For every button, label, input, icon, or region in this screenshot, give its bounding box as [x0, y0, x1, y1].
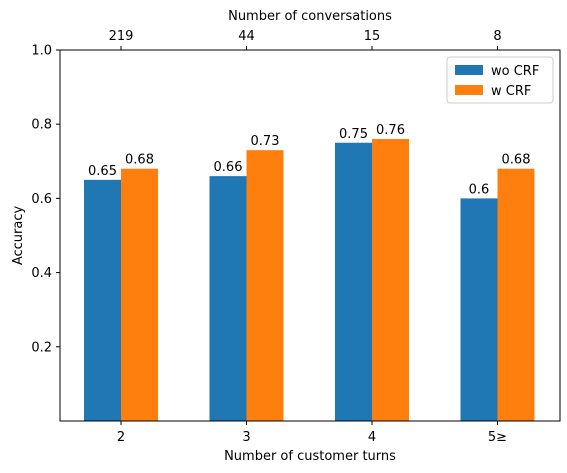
plot-area-frame — [59, 49, 561, 422]
top-tick-label: 44 — [238, 29, 255, 44]
bar-wo-crf-3 — [460, 198, 498, 421]
data-label-w-crf-0: 0.68 — [125, 153, 154, 168]
data-label-wo-crf-3: 0.6 — [469, 182, 490, 197]
bar-wo-crf-0 — [84, 179, 121, 421]
x-tick-label: 4 — [368, 430, 376, 445]
top-tick-label: 219 — [109, 29, 134, 44]
data-labels-layer: 0.65 0.66 0.75 0.6 0.68 0.73 0.76 0.68 — [88, 123, 530, 197]
bar-wo-crf-2 — [335, 142, 372, 421]
bar-w-crf-0 — [121, 168, 158, 421]
data-label-w-crf-2: 0.76 — [376, 123, 405, 138]
top-tick-label: 8 — [493, 29, 501, 44]
bar-w-crf-2 — [372, 139, 409, 422]
legend: wo CRF w CRF — [446, 56, 554, 104]
bars-layer — [84, 139, 535, 422]
y-tick-label: 0.4 — [31, 266, 52, 281]
data-label-w-crf-1: 0.73 — [251, 134, 280, 149]
x-tick-label: 5≥ — [488, 430, 507, 445]
y-tick-label: 0.6 — [31, 192, 52, 207]
legend-label-wo-crf: wo CRF — [491, 64, 539, 79]
y-axis-ticks: 0.2 0.4 0.6 0.8 1.0 — [31, 44, 60, 355]
y-tick-label: 0.8 — [31, 118, 52, 133]
x-tick-label: 2 — [117, 430, 125, 445]
data-label-w-crf-3: 0.68 — [502, 153, 531, 168]
y-tick-label: 1.0 — [31, 44, 52, 59]
bar-w-crf-3 — [497, 168, 535, 421]
top-axis-ticks: 219 44 15 8 — [109, 29, 502, 50]
legend-swatch-w-crf — [455, 85, 483, 95]
data-label-wo-crf-2: 0.75 — [339, 127, 368, 142]
y-axis-label: Accuracy — [11, 206, 26, 266]
y-tick-label: 0.2 — [31, 340, 52, 355]
top-axis-label: Number of conversations — [228, 9, 392, 24]
data-label-wo-crf-0: 0.65 — [88, 164, 117, 179]
x-axis-label: Number of customer turns — [224, 449, 396, 464]
x-axis-ticks: 2 3 4 5≥ — [117, 421, 507, 445]
bar-wo-crf-1 — [209, 176, 247, 421]
top-tick-label: 15 — [364, 29, 381, 44]
data-label-wo-crf-1: 0.66 — [214, 160, 243, 175]
bar-w-crf-1 — [246, 150, 284, 422]
legend-label-w-crf: w CRF — [491, 84, 531, 99]
x-tick-label: 3 — [242, 430, 250, 445]
legend-swatch-wo-crf — [455, 65, 483, 75]
